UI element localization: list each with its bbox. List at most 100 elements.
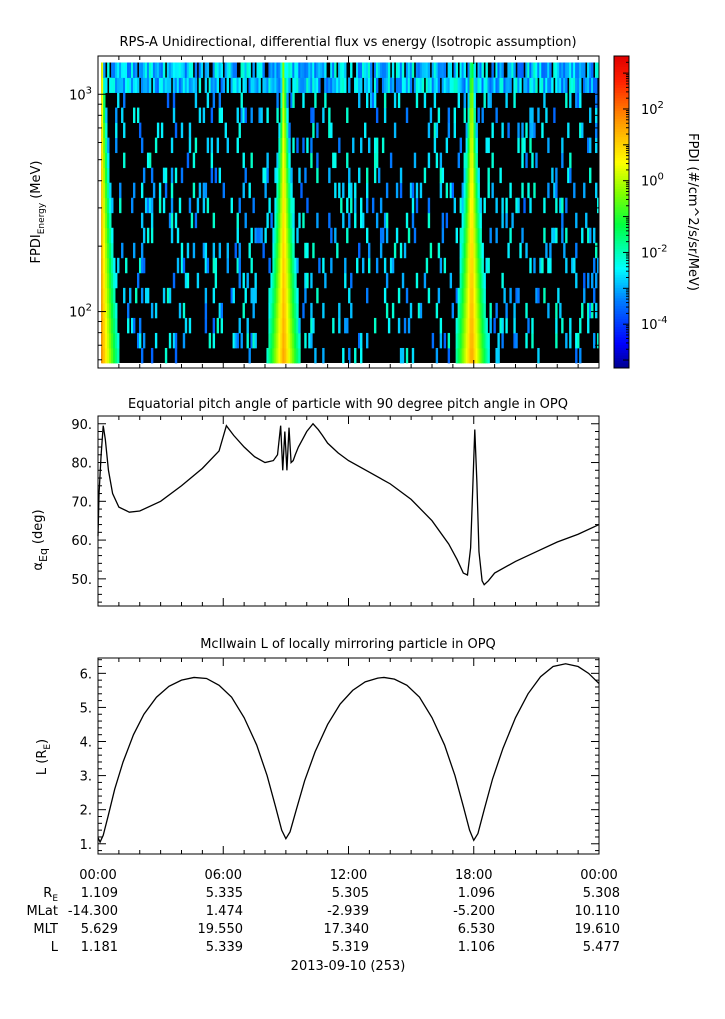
spectrogram-cell xyxy=(346,152,349,169)
spectrogram-cell xyxy=(282,287,285,304)
spectrogram-cell xyxy=(461,317,464,334)
spectrogram-cell xyxy=(204,287,208,304)
spectrogram-cell xyxy=(204,317,208,334)
spectrogram-cell xyxy=(264,77,267,93)
spectrogram-cell xyxy=(288,227,291,244)
spectrogram-cell xyxy=(505,212,508,229)
spectrogram-cell xyxy=(168,77,172,93)
spectrogram-cell xyxy=(236,332,239,349)
spectrogram-cell xyxy=(483,272,486,289)
spectrogram-cell xyxy=(346,197,349,214)
spectrogram-cell xyxy=(234,77,237,93)
spectrogram-cell xyxy=(565,227,568,244)
spectrogram-cell xyxy=(312,77,315,93)
spectrogram-cell xyxy=(437,287,441,304)
colorbar-segment xyxy=(614,201,629,205)
spectrogram-cell xyxy=(290,62,293,78)
spectrogram-cell xyxy=(298,167,301,184)
spectrogram-cell xyxy=(182,77,186,93)
spectrogram-cell xyxy=(238,122,241,139)
spectrogram-cell xyxy=(463,302,466,319)
spectrogram-cell xyxy=(288,152,291,169)
spectrogram-cell xyxy=(180,167,184,184)
spectrogram-cell xyxy=(296,77,299,93)
spectrogram-cell xyxy=(105,332,108,349)
spectrogram-cell xyxy=(101,242,104,259)
spectrogram-cell xyxy=(375,257,379,274)
spectrogram-cell xyxy=(190,212,194,229)
spectrogram-cell xyxy=(202,242,206,259)
spectrogram-cell xyxy=(202,197,206,214)
spectrogram-cell xyxy=(507,122,510,139)
spectrogram-cell xyxy=(553,62,556,78)
spectrogram-cell xyxy=(292,62,295,78)
spectrogram-cell xyxy=(150,197,154,214)
spectrogram-cell xyxy=(332,62,335,78)
spectrogram-cell xyxy=(288,212,291,229)
spectrogram-cell xyxy=(439,62,443,78)
spectrogram-cell xyxy=(232,77,235,93)
spectrogram-cell xyxy=(278,257,281,274)
colorbar-segment xyxy=(614,243,629,247)
spectrogram-cell xyxy=(119,197,122,214)
spectrogram-cell xyxy=(385,227,389,244)
spectrogram-cell xyxy=(178,197,182,214)
spectrogram-cell xyxy=(111,272,114,289)
spectrogram-cell xyxy=(579,317,582,334)
spectrogram-cell xyxy=(250,77,253,93)
colorbar-segment xyxy=(614,95,629,99)
spectrogram-cell xyxy=(109,197,112,214)
spectrogram-cell xyxy=(569,77,572,93)
spectrogram-cell xyxy=(286,287,289,304)
spectrogram-cell xyxy=(236,257,239,274)
spectrogram-cell xyxy=(427,287,431,304)
spectrogram-cell xyxy=(324,62,327,78)
spectrogram-cell xyxy=(127,302,130,319)
spectrogram-cell xyxy=(212,257,216,274)
spectrogram-cell xyxy=(160,122,164,139)
spectrogram-cell xyxy=(304,287,307,304)
spectrogram-cell xyxy=(276,287,279,304)
spectrogram-cell xyxy=(555,167,558,184)
spectrogram-cell xyxy=(469,197,472,214)
spectrogram-cell xyxy=(529,257,532,274)
spectrogram-cell xyxy=(101,137,104,154)
spectrogram-cell xyxy=(216,137,220,154)
spectrogram-cell xyxy=(354,197,357,214)
spectrogram-cell xyxy=(284,347,287,364)
spectrogram-cell xyxy=(360,212,363,229)
spectrogram-cell xyxy=(150,302,154,319)
spectrogram-cell xyxy=(379,62,383,78)
spectrogram-cell xyxy=(459,137,462,154)
spectrogram-cell xyxy=(415,272,419,289)
spectrogram-cell xyxy=(405,347,409,364)
colorbar-segment xyxy=(614,118,629,122)
spectrogram-cell xyxy=(132,317,136,334)
spectrogram-cell xyxy=(581,62,584,78)
spectrogram-cell xyxy=(547,137,550,154)
spectrogram-cell xyxy=(286,92,289,108)
spectrogram-cell xyxy=(575,347,578,364)
spectrogram-cell xyxy=(405,287,409,304)
colorbar-segment xyxy=(614,128,629,132)
spectrogram-cell xyxy=(220,317,224,334)
spectrogram-cell xyxy=(278,152,281,169)
spectrogram-cell xyxy=(517,287,520,304)
spectrogram-cell xyxy=(575,77,578,93)
spectrogram-cell xyxy=(284,62,287,78)
spectrogram-cell xyxy=(164,347,168,364)
spectrogram-cell xyxy=(172,332,176,349)
spectrogram-cell xyxy=(272,302,275,319)
spectrogram-cell xyxy=(182,62,186,78)
spectrogram-y-tick-label: 102 xyxy=(69,303,92,321)
spectrogram-cell xyxy=(204,242,208,259)
spectrogram-cell xyxy=(555,77,558,93)
spectrogram-cell xyxy=(537,347,540,364)
spectrogram-cell xyxy=(469,227,472,244)
spectrogram-cell xyxy=(138,257,142,274)
spectrogram-cell xyxy=(561,62,564,78)
spectrogram-cell xyxy=(457,347,460,364)
spectrogram-cell xyxy=(282,302,285,319)
spectrogram-cell xyxy=(282,242,285,259)
spectrogram-cell xyxy=(360,197,363,214)
